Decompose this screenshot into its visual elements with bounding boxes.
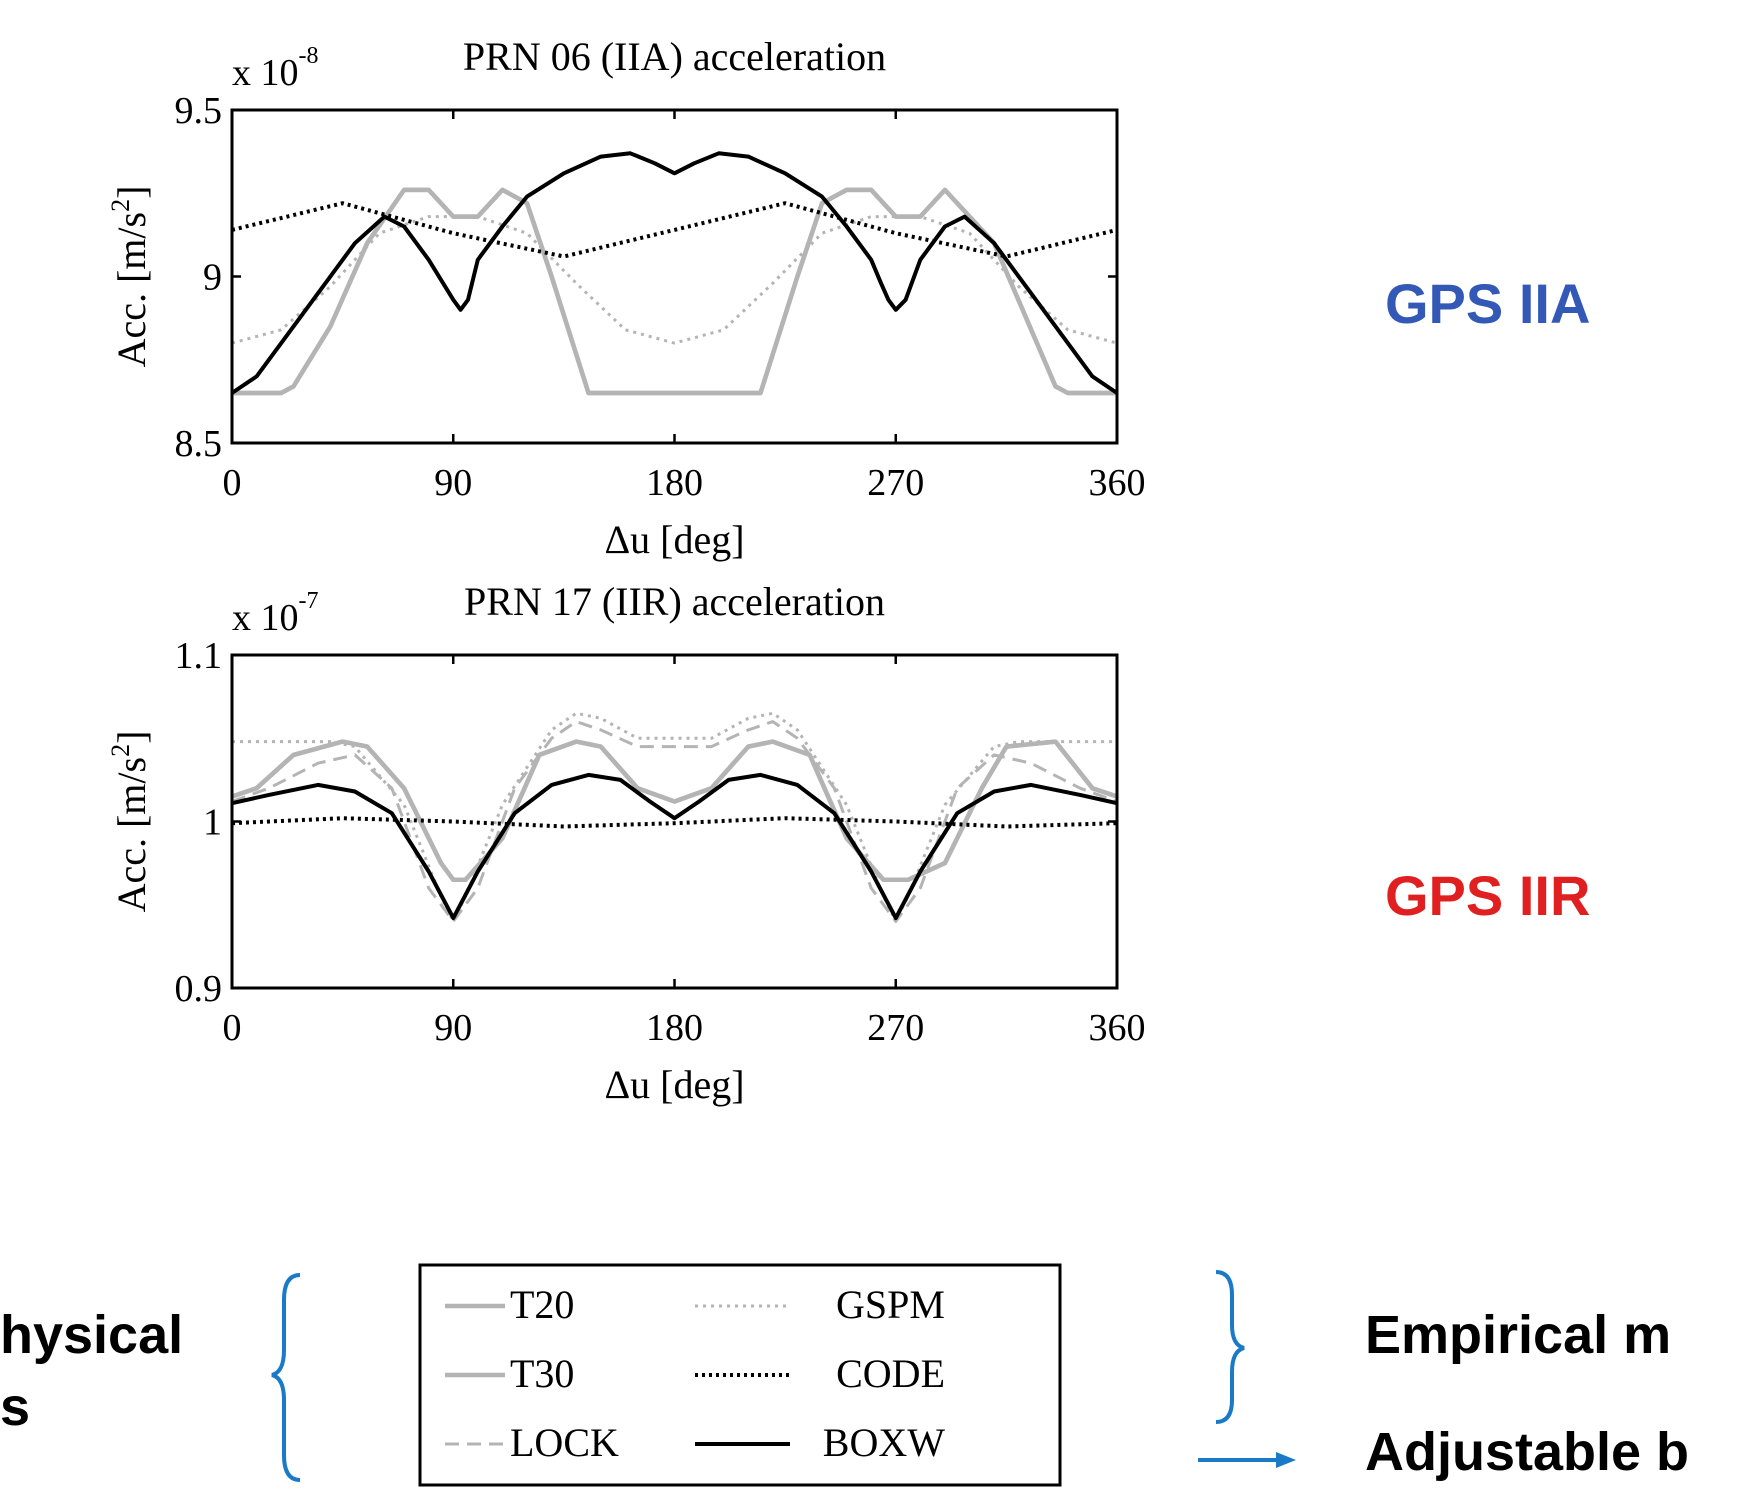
legend-label-boxw: BOXW: [823, 1420, 945, 1465]
annotation-adjustable: Adjustable b: [1365, 1422, 1689, 1482]
x-tick-label: 270: [867, 1007, 924, 1049]
x-tick-label: 90: [434, 462, 472, 504]
x-tick-label: 180: [646, 462, 703, 504]
side-label-gps-iir: GPS IIR: [1385, 864, 1590, 927]
x-tick-label: 90: [434, 1007, 472, 1049]
right-brace: [1215, 1270, 1245, 1424]
y-tick-label: 9: [203, 257, 222, 299]
x-axis-label: Δu [deg]: [604, 1062, 744, 1107]
x-tick-label: 0: [223, 1007, 242, 1049]
chart-prn06: 0 90 180 270 360 8.5 9 9.5 PRN 06 (IIA) accelera…: [106, 34, 1146, 562]
left-brace: [271, 1273, 301, 1482]
x-tick-label: 270: [867, 462, 924, 504]
series-line-gspm: [232, 711, 1117, 923]
y-tick-label: 8.5: [175, 423, 223, 465]
x-tick-label: 360: [1089, 1007, 1146, 1049]
annotation-physical: hysical: [0, 1305, 183, 1365]
x-tick-label: 360: [1089, 462, 1146, 504]
y-exponent-label: x 10-8: [232, 43, 319, 94]
legend-label-lock: LOCK: [510, 1420, 619, 1465]
legend-label-t30: T30: [510, 1351, 574, 1396]
series-line-t20: [232, 187, 1117, 396]
y-axis-label: Acc. [m/s2]: [106, 731, 154, 913]
chart-title: PRN 17 (IIR) acceleration: [464, 579, 885, 624]
arrow-icon: [1198, 1452, 1296, 1468]
series-line-code: [232, 816, 1117, 829]
y-axis-label: Acc. [m/s2]: [106, 186, 154, 368]
chart-prn17: 0 90 180 270 360 0.9 1 1.1 PRN 17 (IIR) accelera…: [106, 579, 1146, 1107]
x-tick-label: 0: [223, 462, 242, 504]
y-tick-label: 9.5: [175, 90, 223, 132]
series-line-gspm: [232, 215, 1117, 345]
series-line-lock: [232, 720, 1117, 923]
legend-label-code: CODE: [836, 1351, 945, 1396]
chart-title: PRN 06 (IIA) acceleration: [463, 34, 886, 79]
legend: T20 GSPM T30 CODE LOCK BOXW: [418, 1263, 1062, 1487]
y-tick-label: 1: [203, 802, 222, 844]
series-line-boxw: [232, 151, 1117, 395]
y-exponent-label: x 10-7: [232, 588, 319, 639]
x-axis-label: Δu [deg]: [604, 517, 744, 562]
legend-label-gspm: GSPM: [836, 1282, 945, 1327]
y-tick-label: 1.1: [175, 635, 223, 677]
series-line-t30: [232, 739, 1117, 883]
series-line-code: [232, 201, 1117, 259]
series-line-boxw: [232, 772, 1117, 921]
annotation-empirical: Empirical m: [1365, 1305, 1671, 1365]
x-tick-label: 180: [646, 1007, 703, 1049]
side-label-gps-iia: GPS IIA: [1385, 272, 1590, 335]
annotation-left-s: s: [0, 1377, 30, 1437]
y-tick-label: 0.9: [175, 968, 223, 1010]
legend-label-t20: T20: [510, 1282, 574, 1327]
series-line-t30: [232, 187, 1117, 396]
